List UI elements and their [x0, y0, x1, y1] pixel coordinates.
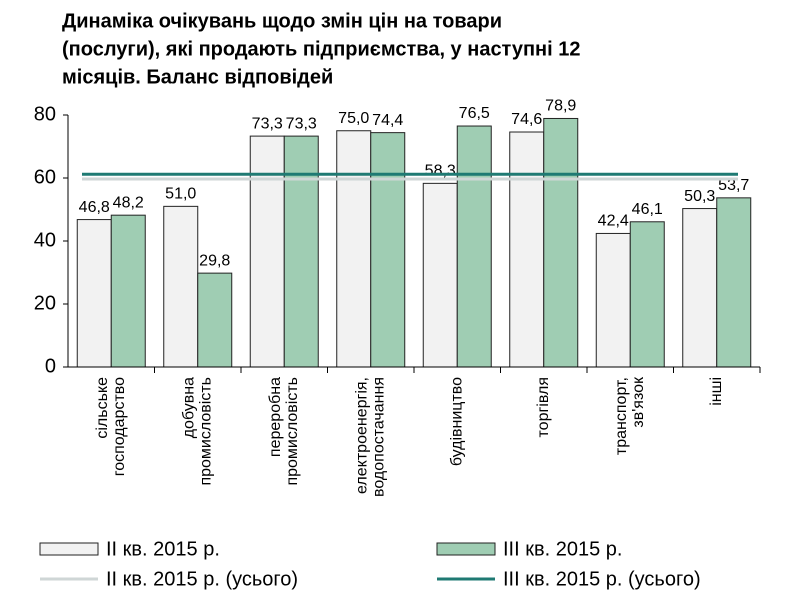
- y-tick-label: 0: [45, 355, 56, 377]
- legend-label: ІІ кв. 2015 р. (усього): [106, 568, 298, 590]
- bar: [197, 272, 233, 368]
- value-label: 46,1: [632, 201, 663, 218]
- legend-label: ІІІ кв. 2015 р. (усього): [503, 568, 701, 590]
- value-label: 73,3: [252, 115, 283, 132]
- legend-swatch: [39, 542, 99, 556]
- bar: [76, 219, 112, 368]
- value-label: 74,4: [372, 112, 403, 129]
- chart-title: місяців. Баланс відповідей: [62, 66, 333, 88]
- bar: [163, 205, 199, 368]
- x-tick-label: торгівля: [535, 377, 552, 437]
- bar: [682, 208, 718, 368]
- x-tick-label: сільське: [94, 377, 111, 439]
- bar: [716, 197, 752, 368]
- bar: [370, 132, 406, 368]
- value-label: 42,4: [598, 213, 629, 230]
- bar: [249, 135, 285, 368]
- bar: [110, 214, 146, 368]
- value-label: 48,2: [113, 194, 144, 211]
- value-label: 46,8: [79, 199, 110, 216]
- y-tick-label: 60: [34, 166, 56, 188]
- chart-title: (послуги), які продають підприємства, у …: [62, 38, 581, 60]
- bar: [336, 130, 372, 368]
- bar: [283, 135, 319, 368]
- x-tick-label: електроенергія,: [353, 377, 370, 494]
- value-label: 51,0: [165, 186, 196, 203]
- legend-swatch: [436, 542, 496, 556]
- chart-title: Динаміка очікувань щодо змін цін на това…: [62, 10, 502, 32]
- value-label: 74,6: [511, 111, 542, 128]
- value-label: 73,3: [286, 115, 317, 132]
- bar: [629, 221, 665, 368]
- x-tick-label: переробна: [267, 377, 284, 457]
- value-label: 75,0: [338, 110, 369, 127]
- legend-label: ІІІ кв. 2015 р.: [503, 538, 622, 560]
- bar: [456, 125, 492, 368]
- y-tick-label: 20: [34, 292, 56, 314]
- value-label: 76,5: [459, 105, 490, 122]
- value-label: 78,9: [545, 98, 576, 115]
- x-tick-label: добувна: [180, 377, 197, 438]
- x-tick-label: зв'язок: [630, 376, 647, 428]
- x-tick-label: промисловість: [284, 377, 301, 486]
- bar: [543, 117, 579, 368]
- x-tick-label: інші: [708, 377, 725, 406]
- legend-label: ІІ кв. 2015 р.: [106, 538, 220, 560]
- bar: [595, 232, 631, 368]
- value-label: 29,8: [199, 252, 230, 269]
- value-label: 53,7: [718, 177, 749, 194]
- x-tick-label: промисловість: [197, 377, 214, 486]
- x-tick-label: господарство: [111, 377, 128, 476]
- bar: [422, 182, 458, 368]
- value-label: 58,3: [425, 163, 456, 180]
- bar: [509, 131, 545, 368]
- x-tick-label: водопостачання: [370, 377, 387, 497]
- y-tick-label: 80: [34, 103, 56, 125]
- value-label: 50,3: [684, 188, 715, 205]
- y-tick-label: 40: [34, 229, 56, 251]
- x-tick-label: транспорт,: [613, 377, 630, 455]
- x-tick-label: будівництво: [448, 377, 465, 466]
